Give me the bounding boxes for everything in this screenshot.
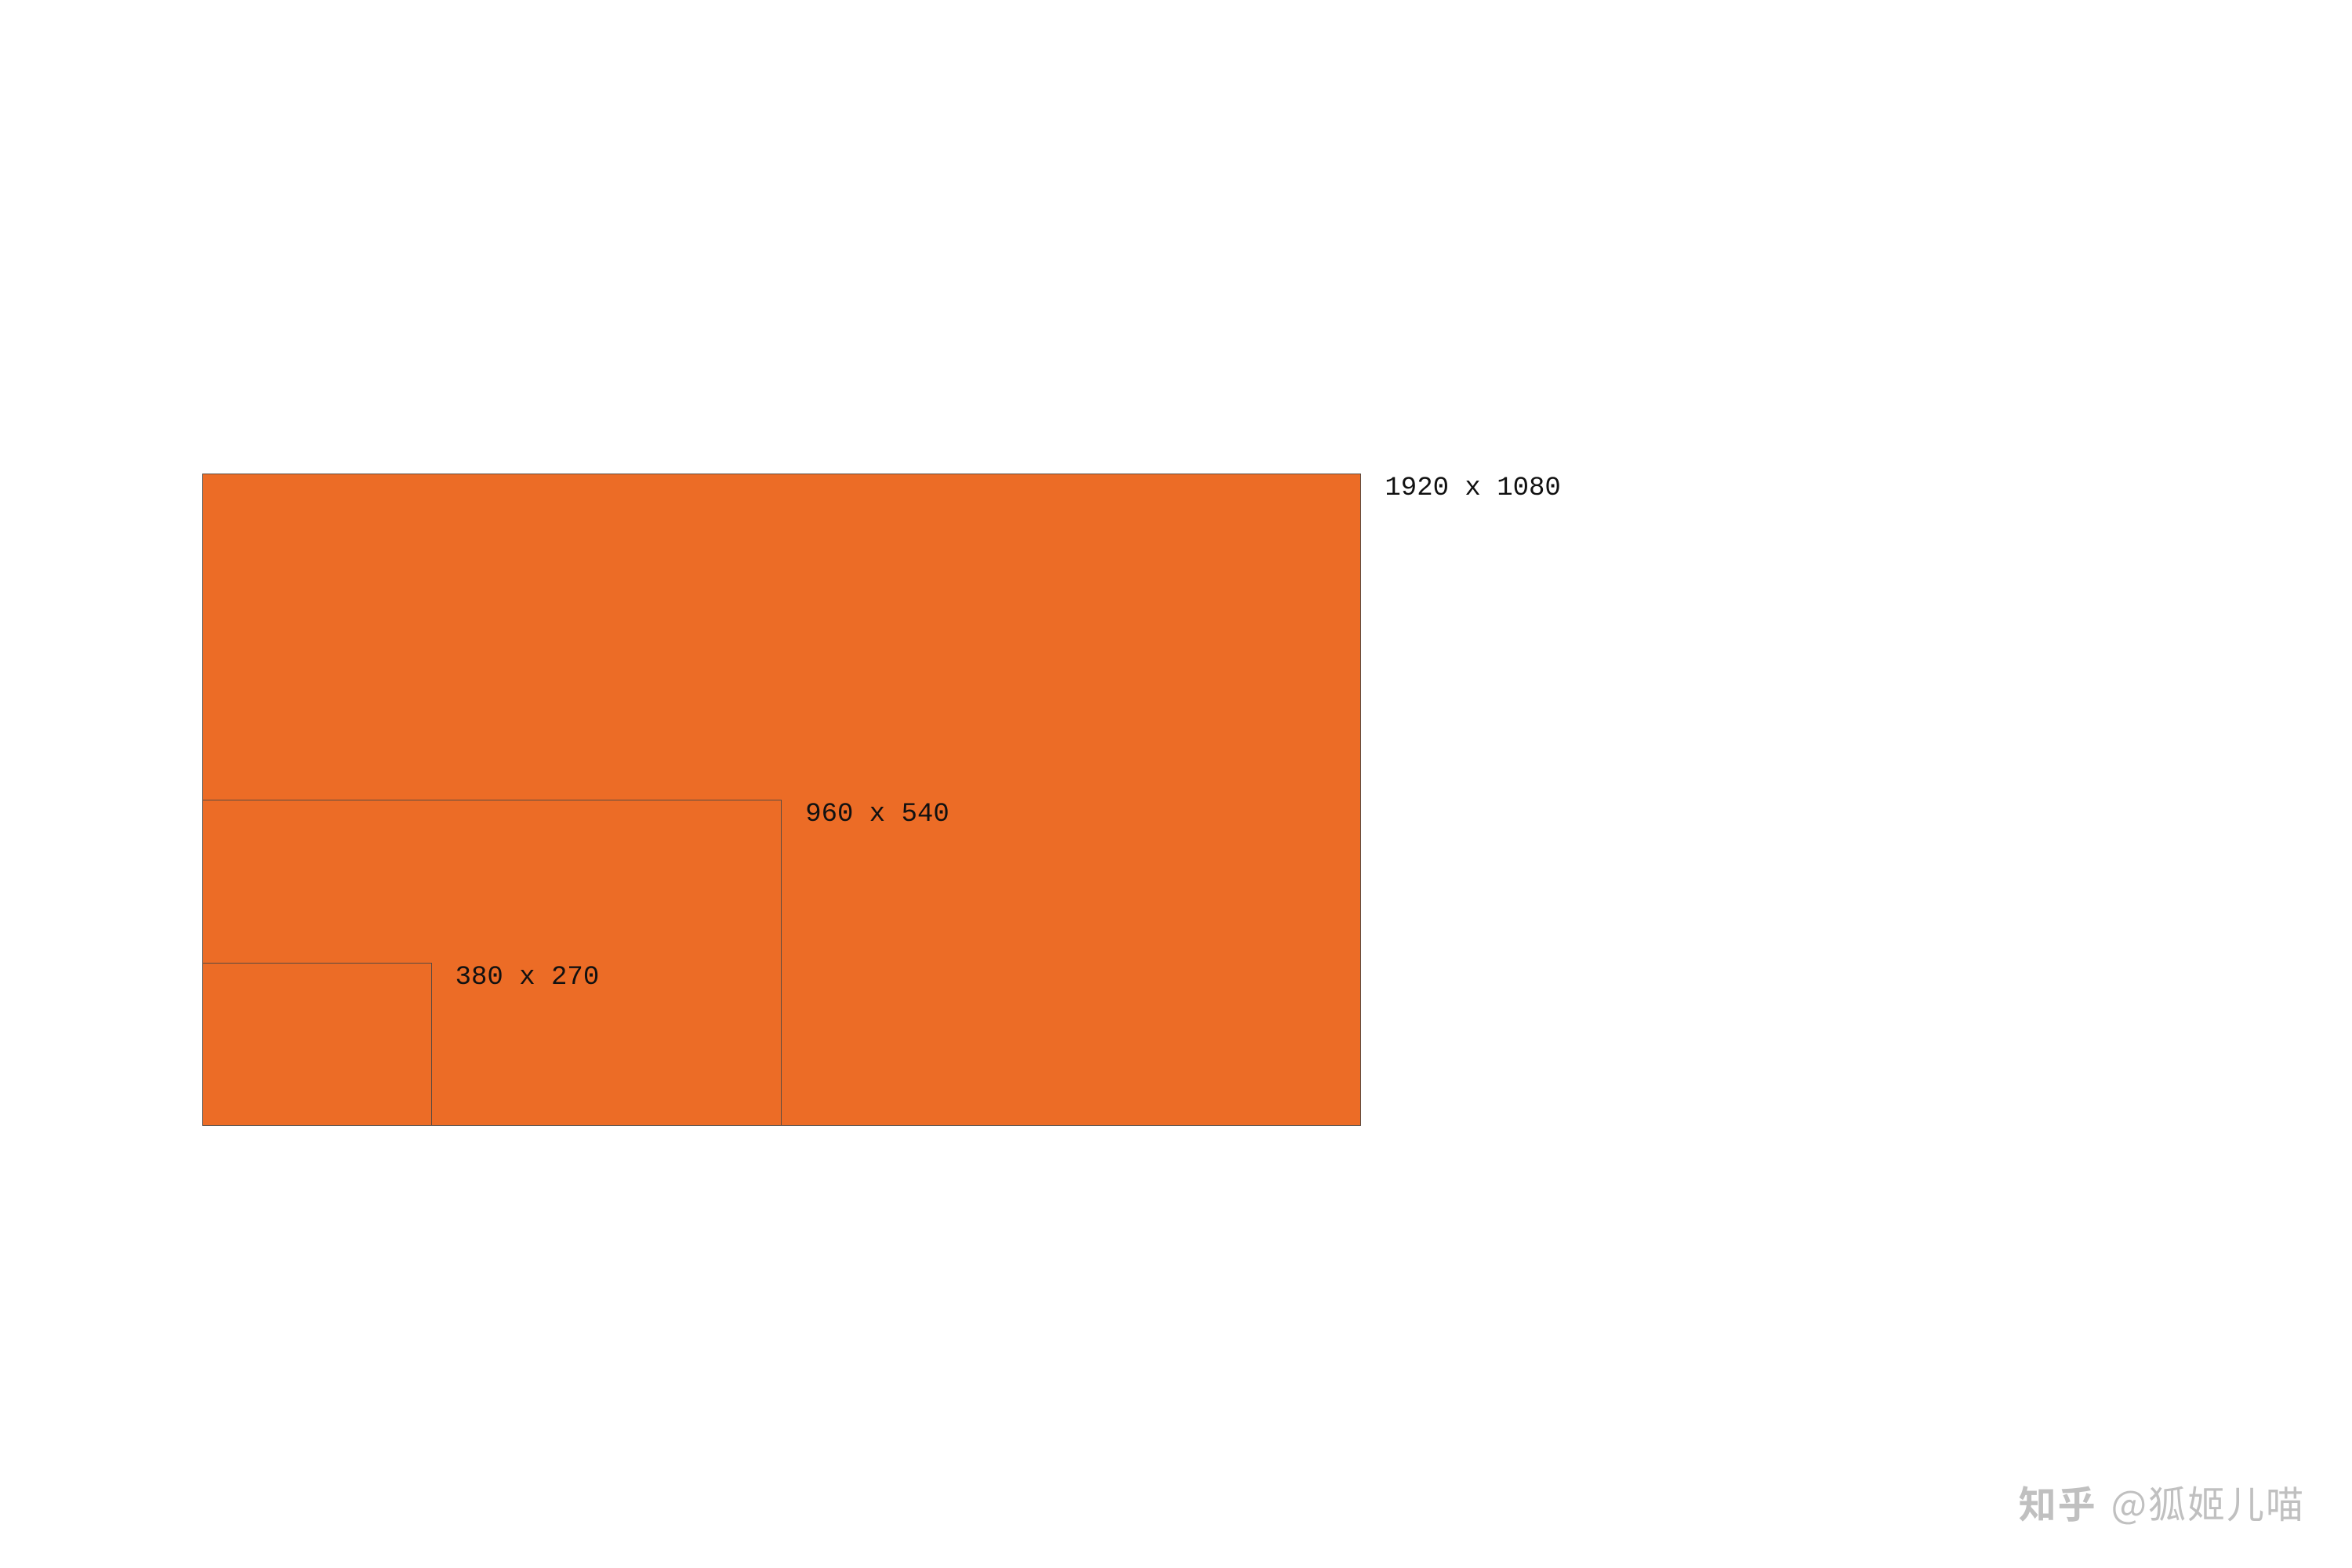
rect-small-label: 380 x 270 — [456, 963, 600, 993]
rect-small — [202, 963, 432, 1126]
watermark: 知乎 @狐姬儿喵 — [2019, 1474, 2305, 1529]
diagram-canvas: 1920 x 1080 960 x 540 380 x 270 — [0, 0, 2352, 1568]
watermark-author: @狐姬儿喵 — [2111, 1474, 2305, 1529]
watermark-logo: 知乎 — [2019, 1474, 2097, 1529]
rect-large-label: 1920 x 1080 — [1385, 474, 1560, 503]
rect-medium-label: 960 x 540 — [805, 800, 949, 829]
